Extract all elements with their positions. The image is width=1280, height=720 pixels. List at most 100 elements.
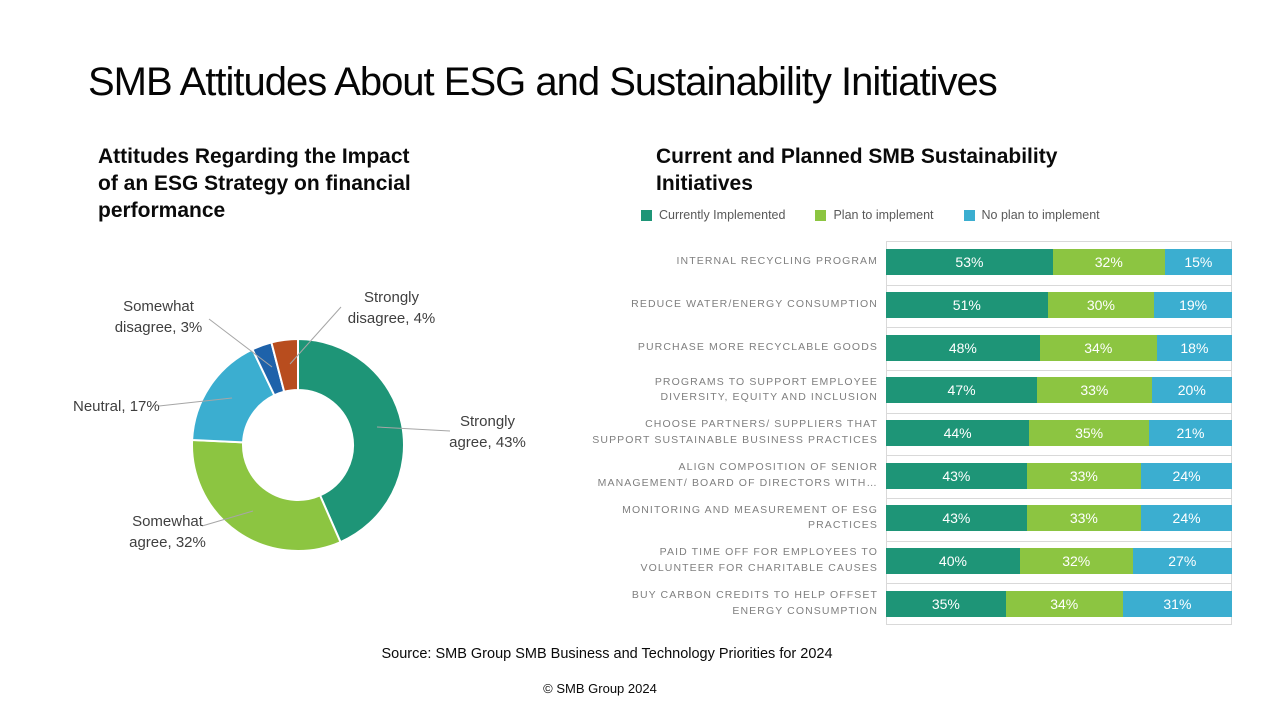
bar-segment-plan-to-implement: 30% bbox=[1047, 291, 1155, 318]
page-title: SMB Attitudes About ESG and Sustainabili… bbox=[88, 60, 998, 104]
stacked-bar: 43% 33% 24% bbox=[886, 505, 1232, 532]
category-label: ALIGN COMPOSITION OF SENIOR MANAGEMENT/ B… bbox=[545, 460, 886, 492]
bar-segment-currently-implemented: 40% bbox=[886, 547, 1020, 574]
category-label-line: REDUCE WATER/ENERGY CONSUMPTION bbox=[631, 298, 878, 311]
donut-slice-neutral bbox=[191, 347, 276, 444]
category-label-line: PURCHASE MORE RECYCLABLE GOODS bbox=[637, 340, 878, 353]
category-label-line: MONITORING AND MEASUREMENT OF ESG bbox=[622, 503, 878, 516]
bar-row: MONITORING AND MEASUREMENT OF ESG PRACTIC… bbox=[545, 497, 1232, 540]
bar-row: BUY CARBON CREDITS TO HELP OFFSET ENERGY … bbox=[545, 582, 1232, 625]
source-text: Source: SMB Group SMB Business and Techn… bbox=[381, 646, 833, 662]
bar-segment-no-plan-to-implement: 24% bbox=[1141, 462, 1232, 489]
category-label-line: VOLUNTEER FOR CHARITABLE CAUSES bbox=[640, 561, 878, 574]
donut-label-strongly-disagree: Strongly disagree, 4% bbox=[329, 287, 454, 329]
stacked-bar: 35% 34% 31% bbox=[886, 590, 1232, 617]
category-label-line: MANAGEMENT/ BOARD OF DIRECTORS WITH… bbox=[597, 476, 878, 489]
legend-swatch-icon bbox=[963, 209, 975, 221]
category-label: PROGRAMS TO SUPPORT EMPLOYEE DIVERSITY, E… bbox=[545, 375, 886, 407]
callout-line: disagree, 4% bbox=[347, 310, 436, 327]
category-label-line: BUY CARBON CREDITS TO HELP OFFSET bbox=[631, 588, 878, 601]
bar-segment-currently-implemented: 51% bbox=[886, 291, 1048, 318]
row-separator-line bbox=[887, 455, 1231, 457]
donut-slice-somewhat-disagree bbox=[251, 341, 286, 397]
donut-slice-strongly-agree bbox=[297, 337, 405, 544]
category-label-line: INTERNAL RECYCLING PROGRAM bbox=[676, 255, 878, 268]
title-line: Initiatives bbox=[656, 171, 753, 195]
bar-segment-plan-to-implement: 34% bbox=[1005, 590, 1123, 617]
bar-segment-plan-to-implement: 35% bbox=[1029, 419, 1149, 446]
donut-label-strongly-agree: Strongly agree, 43% bbox=[425, 411, 550, 453]
title-line: Attitudes Regarding the Impact bbox=[98, 145, 410, 168]
category-label-line: PRACTICES bbox=[808, 519, 878, 532]
legend-swatch-icon bbox=[641, 209, 652, 221]
bar-segment-no-plan-to-implement: 15% bbox=[1164, 249, 1232, 276]
legend-swatch-icon bbox=[815, 209, 827, 221]
stacked-bar: 43% 33% 24% bbox=[886, 462, 1232, 489]
bar-segment-currently-implemented: 47% bbox=[886, 377, 1038, 404]
bar-row: PURCHASE MORE RECYCLABLE GOODS 48% 34% 18% bbox=[545, 326, 1232, 369]
bar-chart-rows: INTERNAL RECYCLING PROGRAM 53% 32% 15% REDUC… bbox=[545, 241, 1233, 625]
bar-segment-currently-implemented: 48% bbox=[886, 334, 1040, 361]
bar-segment-currently-implemented: 44% bbox=[886, 419, 1030, 446]
bar-chart-title: Current and Planned SMB Sustainability In… bbox=[656, 144, 1176, 198]
stacked-bar: 47% 33% 20% bbox=[886, 377, 1232, 404]
bar-chart-legend: Currently Implemented Plan to implement … bbox=[641, 208, 1100, 222]
donut-slice-strongly-disagree bbox=[270, 337, 299, 393]
bar-segment-currently-implemented: 53% bbox=[886, 249, 1053, 276]
bar-segment-plan-to-implement: 34% bbox=[1039, 334, 1157, 361]
category-label: INTERNAL RECYCLING PROGRAM bbox=[545, 254, 886, 270]
legend-item-currently-implemented: Currently Implemented bbox=[641, 208, 785, 222]
bar-row: ALIGN COMPOSITION OF SENIOR MANAGEMENT/ B… bbox=[545, 454, 1232, 497]
bar-segment-currently-implemented: 43% bbox=[886, 462, 1027, 489]
donut-label-neutral: Neutral, 17% bbox=[73, 396, 183, 417]
title-line: of an ESG Strategy on financial bbox=[98, 171, 411, 195]
bar-segment-plan-to-implement: 33% bbox=[1026, 462, 1142, 489]
callout-line: Somewhat bbox=[132, 513, 203, 530]
row-separator-line bbox=[887, 583, 1231, 585]
legend-item-plan-to-implement: Plan to implement bbox=[815, 208, 934, 222]
bar-row: PAID TIME OFF FOR EMPLOYEES TO VOLUNTEER … bbox=[545, 540, 1232, 583]
stacked-bar: 48% 34% 18% bbox=[886, 334, 1232, 361]
callout-line: Neutral, 17% bbox=[73, 398, 160, 415]
category-label-line: DIVERSITY, EQUITY AND INCLUSION bbox=[660, 391, 878, 404]
callout-line: Strongly bbox=[363, 289, 420, 306]
category-label-line: PAID TIME OFF FOR EMPLOYEES TO bbox=[659, 546, 878, 559]
bar-segment-plan-to-implement: 33% bbox=[1026, 505, 1142, 532]
callout-line: Strongly bbox=[459, 413, 516, 430]
copyright-text: © SMB Group 2024 bbox=[543, 681, 657, 696]
legend-label: Plan to implement bbox=[833, 208, 934, 222]
bar-segment-plan-to-implement: 32% bbox=[1052, 249, 1165, 276]
callout-line: disagree, 3% bbox=[114, 319, 203, 336]
category-label-line: ENERGY CONSUMPTION bbox=[732, 604, 878, 617]
donut-label-somewhat-agree: Somewhat agree, 32% bbox=[105, 511, 230, 553]
row-separator-line bbox=[887, 498, 1231, 499]
bar-segment-no-plan-to-implement: 21% bbox=[1148, 419, 1232, 446]
category-label: BUY CARBON CREDITS TO HELP OFFSET ENERGY … bbox=[545, 588, 886, 620]
legend-label: No plan to implement bbox=[981, 208, 1100, 222]
row-separator-line bbox=[887, 327, 1231, 329]
legend-label: Currently Implemented bbox=[659, 208, 786, 222]
row-separator-line bbox=[887, 370, 1231, 371]
title-line: performance bbox=[98, 198, 226, 222]
bar-segment-no-plan-to-implement: 31% bbox=[1122, 590, 1232, 617]
category-label: MONITORING AND MEASUREMENT OF ESG PRACTIC… bbox=[545, 503, 886, 535]
category-label: PURCHASE MORE RECYCLABLE GOODS bbox=[545, 340, 886, 356]
row-separator-line bbox=[887, 540, 1231, 542]
category-label: PAID TIME OFF FOR EMPLOYEES TO VOLUNTEER … bbox=[545, 545, 886, 577]
bar-segment-plan-to-implement: 33% bbox=[1037, 377, 1152, 404]
category-label-line: PROGRAMS TO SUPPORT EMPLOYEE bbox=[654, 375, 878, 388]
bar-segment-currently-implemented: 43% bbox=[886, 505, 1027, 532]
callout-line: agree, 32% bbox=[129, 534, 206, 551]
callout-line: agree, 43% bbox=[449, 434, 526, 451]
category-label: CHOOSE PARTNERS/ SUPPLIERS THAT SUPPORT S… bbox=[545, 417, 886, 449]
bar-segment-no-plan-to-implement: 24% bbox=[1141, 505, 1232, 532]
bar-row: CHOOSE PARTNERS/ SUPPLIERS THAT SUPPORT S… bbox=[545, 412, 1232, 455]
category-label-line: ALIGN COMPOSITION OF SENIOR bbox=[678, 460, 878, 473]
stacked-bar: 51% 30% 19% bbox=[886, 291, 1233, 318]
bar-segment-no-plan-to-implement: 18% bbox=[1156, 334, 1232, 361]
stacked-bar: 53% 32% 15% bbox=[886, 249, 1232, 276]
category-label-line: CHOOSE PARTNERS/ SUPPLIERS THAT bbox=[645, 418, 878, 431]
title-line: Current and Planned SMB Sustainability bbox=[656, 145, 1058, 168]
row-separator-line bbox=[887, 412, 1231, 414]
